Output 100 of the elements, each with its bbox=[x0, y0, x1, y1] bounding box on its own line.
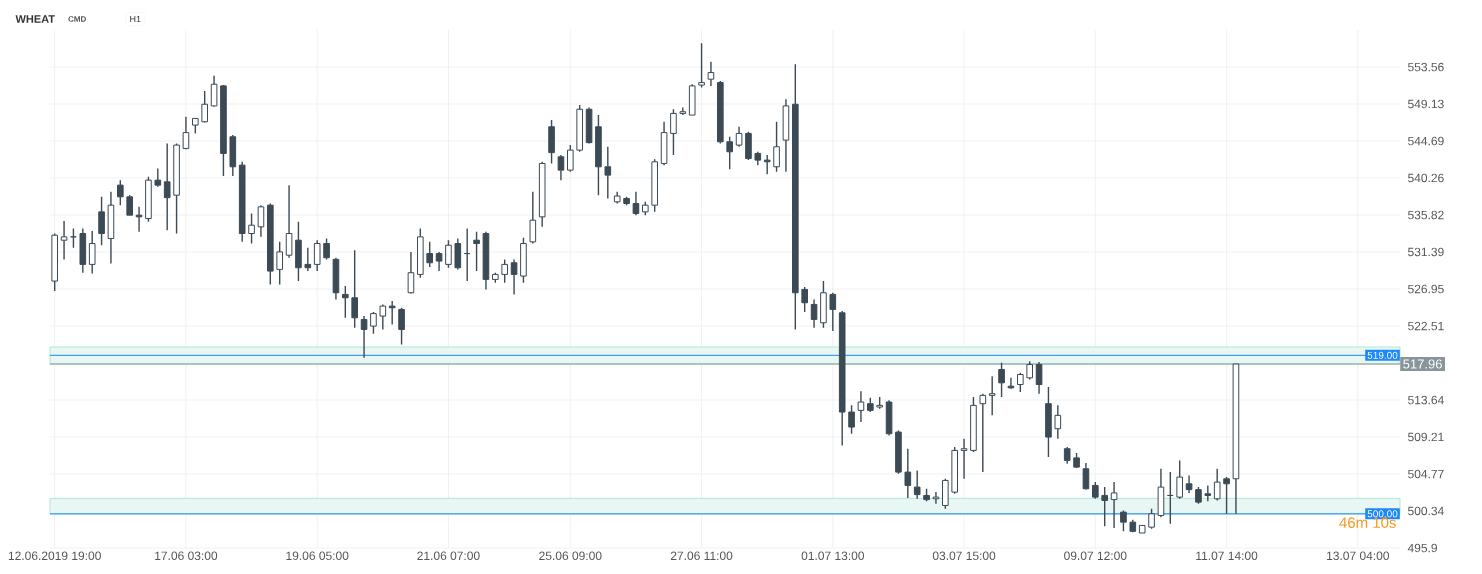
candlestick bbox=[960, 438, 968, 480]
candlestick bbox=[1223, 476, 1230, 515]
candlestick bbox=[1129, 518, 1137, 532]
candlestick bbox=[1176, 459, 1184, 500]
candlestick bbox=[670, 108, 677, 156]
x-tick-label: 01.07 13:00 bbox=[801, 551, 865, 561]
x-tick-label: 19.06 05:00 bbox=[286, 551, 349, 561]
candlestick bbox=[79, 227, 87, 274]
candlestick bbox=[529, 191, 537, 245]
candlestick bbox=[332, 257, 340, 301]
candlestick bbox=[932, 491, 940, 505]
candlestick bbox=[763, 154, 771, 175]
candlestick bbox=[435, 251, 443, 272]
candlestick bbox=[726, 136, 733, 170]
candlestick bbox=[857, 390, 865, 423]
candlestick bbox=[1232, 363, 1240, 515]
y-tick-label: 504.77 bbox=[1408, 469, 1444, 479]
y-tick-label: 553.56 bbox=[1408, 62, 1444, 72]
candlestick bbox=[276, 241, 283, 286]
candlestick bbox=[295, 221, 302, 282]
candlestick bbox=[182, 116, 190, 149]
candlestick bbox=[313, 239, 321, 272]
candlestick bbox=[482, 231, 490, 291]
y-tick-label: 500.34 bbox=[1408, 506, 1444, 516]
y-tick-label: 544.69 bbox=[1408, 136, 1444, 146]
candlestick bbox=[60, 220, 68, 261]
candlestick bbox=[1157, 468, 1165, 518]
candlestick bbox=[510, 258, 518, 296]
candlestick bbox=[1035, 361, 1043, 395]
candlestick bbox=[88, 230, 96, 275]
chart-title: WHEAT bbox=[15, 15, 55, 23]
text: H1 bbox=[130, 15, 141, 23]
y-tick-label: 509.21 bbox=[1408, 432, 1444, 442]
candlestick bbox=[688, 83, 696, 116]
candlestick bbox=[229, 134, 237, 177]
x-tick-label: 11.07 14:00 bbox=[1196, 551, 1258, 561]
candlestick bbox=[407, 251, 415, 294]
annotation: 46m 10s bbox=[1339, 517, 1396, 528]
candlestick bbox=[1045, 386, 1052, 458]
x-tick-label: 03.07 15:00 bbox=[932, 551, 996, 561]
candlestick bbox=[285, 184, 293, 259]
candlestick bbox=[773, 121, 780, 173]
x-tick-label: 12.06.2019 19:00 bbox=[8, 551, 101, 561]
candlestick bbox=[257, 204, 265, 238]
candlestick bbox=[1063, 446, 1071, 465]
candlestick bbox=[754, 151, 762, 166]
x-tick-label: 25.06 09:00 bbox=[539, 551, 602, 561]
candlestick bbox=[220, 85, 227, 177]
x-tick-label: 21.06 07:00 bbox=[417, 551, 480, 561]
candlestick bbox=[604, 146, 612, 200]
candlestick bbox=[810, 298, 818, 329]
y-tick-label: 535.82 bbox=[1408, 210, 1444, 220]
text: CMD bbox=[68, 16, 86, 22]
candlestick bbox=[1054, 404, 1062, 440]
candlestick bbox=[735, 126, 743, 148]
candlestick bbox=[988, 375, 996, 417]
candlestick bbox=[885, 399, 893, 437]
candlestick bbox=[1213, 468, 1221, 502]
candlestick bbox=[698, 42, 705, 89]
candlestick bbox=[454, 237, 462, 271]
candlestick bbox=[829, 292, 837, 332]
candlestick bbox=[838, 310, 846, 447]
candlestick bbox=[792, 63, 799, 331]
candlestick bbox=[782, 98, 790, 173]
candlestick bbox=[613, 191, 621, 205]
candlestick bbox=[1110, 481, 1118, 529]
y-tick-label: 495.9 bbox=[1407, 543, 1437, 553]
candlestick bbox=[342, 285, 349, 319]
candlestick bbox=[473, 231, 480, 272]
candlestick bbox=[904, 448, 912, 499]
candlestick bbox=[154, 167, 162, 188]
x-tick-label: 09.07 12:00 bbox=[1064, 551, 1127, 561]
y-tick-label: 513.64 bbox=[1408, 395, 1444, 405]
candlestick bbox=[1185, 474, 1193, 494]
candlestick bbox=[238, 161, 246, 243]
candlestick bbox=[248, 212, 255, 245]
y-tick-label: 549.13 bbox=[1408, 99, 1444, 109]
candlestick bbox=[98, 196, 105, 246]
candlestick bbox=[913, 469, 921, 500]
y-tick-label: 540.26 bbox=[1408, 173, 1444, 183]
x-tick-label: 17.06 03:00 bbox=[155, 551, 218, 561]
candlestick bbox=[107, 191, 115, 265]
ref-line-label: 500.00 bbox=[1367, 510, 1398, 518]
candlestick bbox=[679, 106, 687, 116]
candlestick bbox=[660, 121, 668, 166]
candlestick bbox=[163, 142, 171, 231]
candlestick bbox=[595, 114, 602, 196]
candlestick bbox=[379, 303, 387, 331]
candlestick bbox=[304, 247, 312, 272]
candlestick bbox=[1204, 484, 1212, 502]
y-tick-label: 531.39 bbox=[1408, 247, 1444, 257]
ref-line-label: 519.00 bbox=[1367, 351, 1398, 359]
candlestick bbox=[998, 362, 1005, 398]
candlestick bbox=[210, 75, 218, 107]
candlestick bbox=[351, 249, 358, 329]
candlestick bbox=[126, 194, 133, 216]
candlestick bbox=[538, 161, 546, 228]
candlestick bbox=[979, 392, 987, 473]
candlestick bbox=[360, 315, 368, 359]
candlestick bbox=[1082, 462, 1090, 490]
